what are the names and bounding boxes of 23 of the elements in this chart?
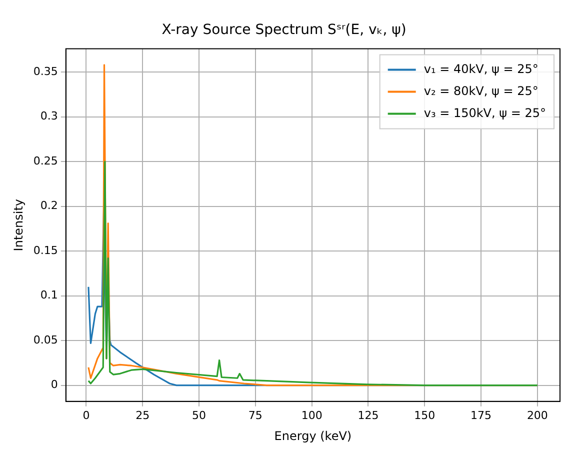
- x-tick-label: 175: [470, 408, 492, 422]
- y-tick-label: 0.15: [33, 244, 58, 257]
- x-tick-label: 150: [414, 408, 436, 422]
- y-tick-label: 0.2: [40, 199, 58, 212]
- x-tick-label: 125: [358, 408, 379, 422]
- y-tick-label: 0.35: [33, 64, 58, 78]
- y-tick-label: 0.25: [33, 154, 58, 168]
- x-tick-label: 200: [526, 408, 548, 422]
- x-tick-label: 75: [248, 408, 262, 422]
- y-tick-label: 0.1: [40, 288, 58, 302]
- legend-label: v₃ = 150kV, ψ = 25°: [424, 106, 546, 120]
- x-tick-label: 100: [301, 408, 322, 422]
- y-tick-label: 0: [50, 378, 58, 392]
- y-tick-label: 0.3: [40, 110, 58, 123]
- x-tick-label: 0: [82, 408, 90, 422]
- y-tick-label: 0.05: [33, 333, 58, 346]
- y-axis-title: Intensity: [11, 198, 26, 252]
- legend-label: v₁ = 40kV, ψ = 25°: [424, 62, 538, 76]
- x-tick-label: 50: [192, 408, 206, 422]
- x-axis-title: Energy (keV): [274, 428, 352, 443]
- x-tick-label: 25: [136, 408, 150, 422]
- legend-label: v₂ = 80kV, ψ = 25°: [424, 84, 538, 98]
- chart-title: X-ray Source Spectrum Sˢʳ(E, vₖ, ψ): [162, 22, 406, 38]
